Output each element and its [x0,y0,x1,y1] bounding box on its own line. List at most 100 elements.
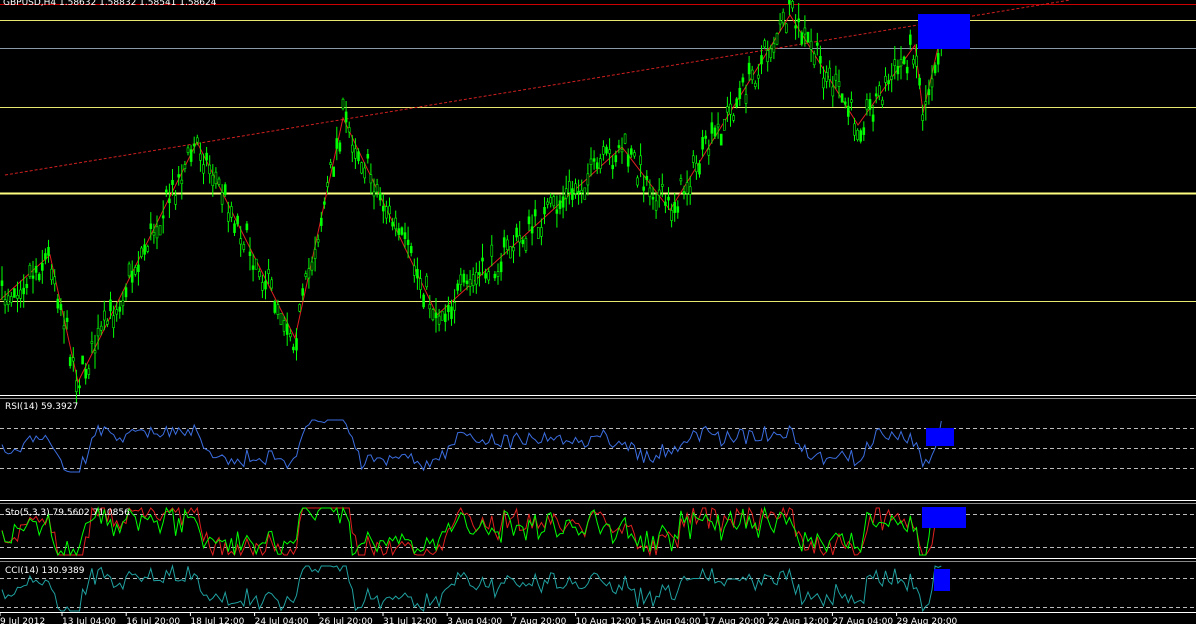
candle-body [50,268,53,281]
candle-body [800,32,804,45]
candle-body [78,385,81,389]
candle-body [530,226,534,234]
candle-body [183,164,187,170]
candle-body [391,221,394,227]
candle-body [158,225,162,236]
candle-body [549,197,553,204]
candle-body [657,189,661,196]
candle-body [732,115,735,121]
candle-body [341,98,345,110]
candle-body [664,201,667,206]
candle-body [825,72,828,82]
candle-body [223,184,227,195]
candle-body [781,11,785,24]
candle-body [453,302,456,311]
candle-body [527,216,531,225]
candle-body [31,275,35,279]
candle-body [403,232,407,239]
candle-body [933,64,937,74]
candle-body [115,309,118,315]
candle-body [509,246,512,259]
candle-body [245,223,249,231]
candle-body [3,299,7,306]
candle-body [726,106,729,113]
candle-body [295,338,298,351]
candle-body [620,149,624,153]
candle-body [840,93,844,103]
candle-body [447,305,450,313]
candle-body [778,20,782,25]
candle-body [196,137,199,143]
candle-body [40,262,44,271]
candle-body [363,167,367,179]
candle-body [815,42,819,46]
candle-body [220,192,224,205]
candle-body [16,295,19,299]
candle-body [304,273,308,277]
candle-body [68,357,72,366]
candle-body [409,246,413,254]
candle-body [701,137,704,150]
candle-body [837,81,841,87]
candle-body [788,0,791,5]
candle-body [96,327,100,337]
time-axis: 9 Jul 2012 13 Jul 04:00 16 Jul 20:00 18 Jul… [0,612,958,624]
time-label: 7 Aug 20:00 [511,617,566,624]
candle-body [685,182,689,194]
candle-body [474,271,478,285]
candle-body [719,133,723,146]
candle-body [722,119,726,131]
candle-body [505,239,509,250]
candle-body [713,127,717,137]
candle-body [450,306,453,319]
candles [0,0,943,403]
candle-body [707,148,711,156]
candle-body [623,133,627,144]
candle-body [357,151,360,162]
candle-body [332,166,336,177]
candle-body [347,127,351,133]
candle-body [822,77,825,89]
candle-body [199,153,202,161]
candle-body [812,53,816,66]
candle-body [22,287,26,295]
candle-body [75,380,78,393]
candle-body [676,206,680,213]
candle-body [512,246,515,252]
candle-body [19,289,22,299]
time-label: 24 Jul 04:00 [255,617,309,624]
candle-body [753,82,757,87]
candle-body [186,147,190,153]
candle-body [419,278,422,290]
candle-body [589,158,593,165]
candle-body [310,261,314,271]
time-label: 9 Jul 2012 [0,617,45,624]
candle-body [648,187,652,198]
candle-body [552,196,556,207]
candle-body [654,200,658,211]
candle-body [307,268,311,279]
indicator-line [1,506,942,557]
candle-body [99,325,103,331]
candle-body [165,189,168,194]
candle-body [10,296,13,303]
candle-body [279,313,283,326]
candle-body [865,99,869,110]
candle-body [784,23,788,33]
candle-body [288,333,292,338]
candle-body [375,184,379,193]
candle-body [856,129,859,140]
candle-body [611,164,615,170]
candle-body [828,67,832,80]
candle-body [378,192,382,201]
candle-body [908,34,912,45]
candle-body [239,238,242,245]
candle-body [741,77,745,83]
candle-body [543,207,546,215]
candle-body [614,155,618,163]
candle-body [366,153,370,159]
candle-body [412,265,416,276]
candle-body [896,65,900,75]
candle-body [161,215,165,219]
candle-body [81,355,84,365]
